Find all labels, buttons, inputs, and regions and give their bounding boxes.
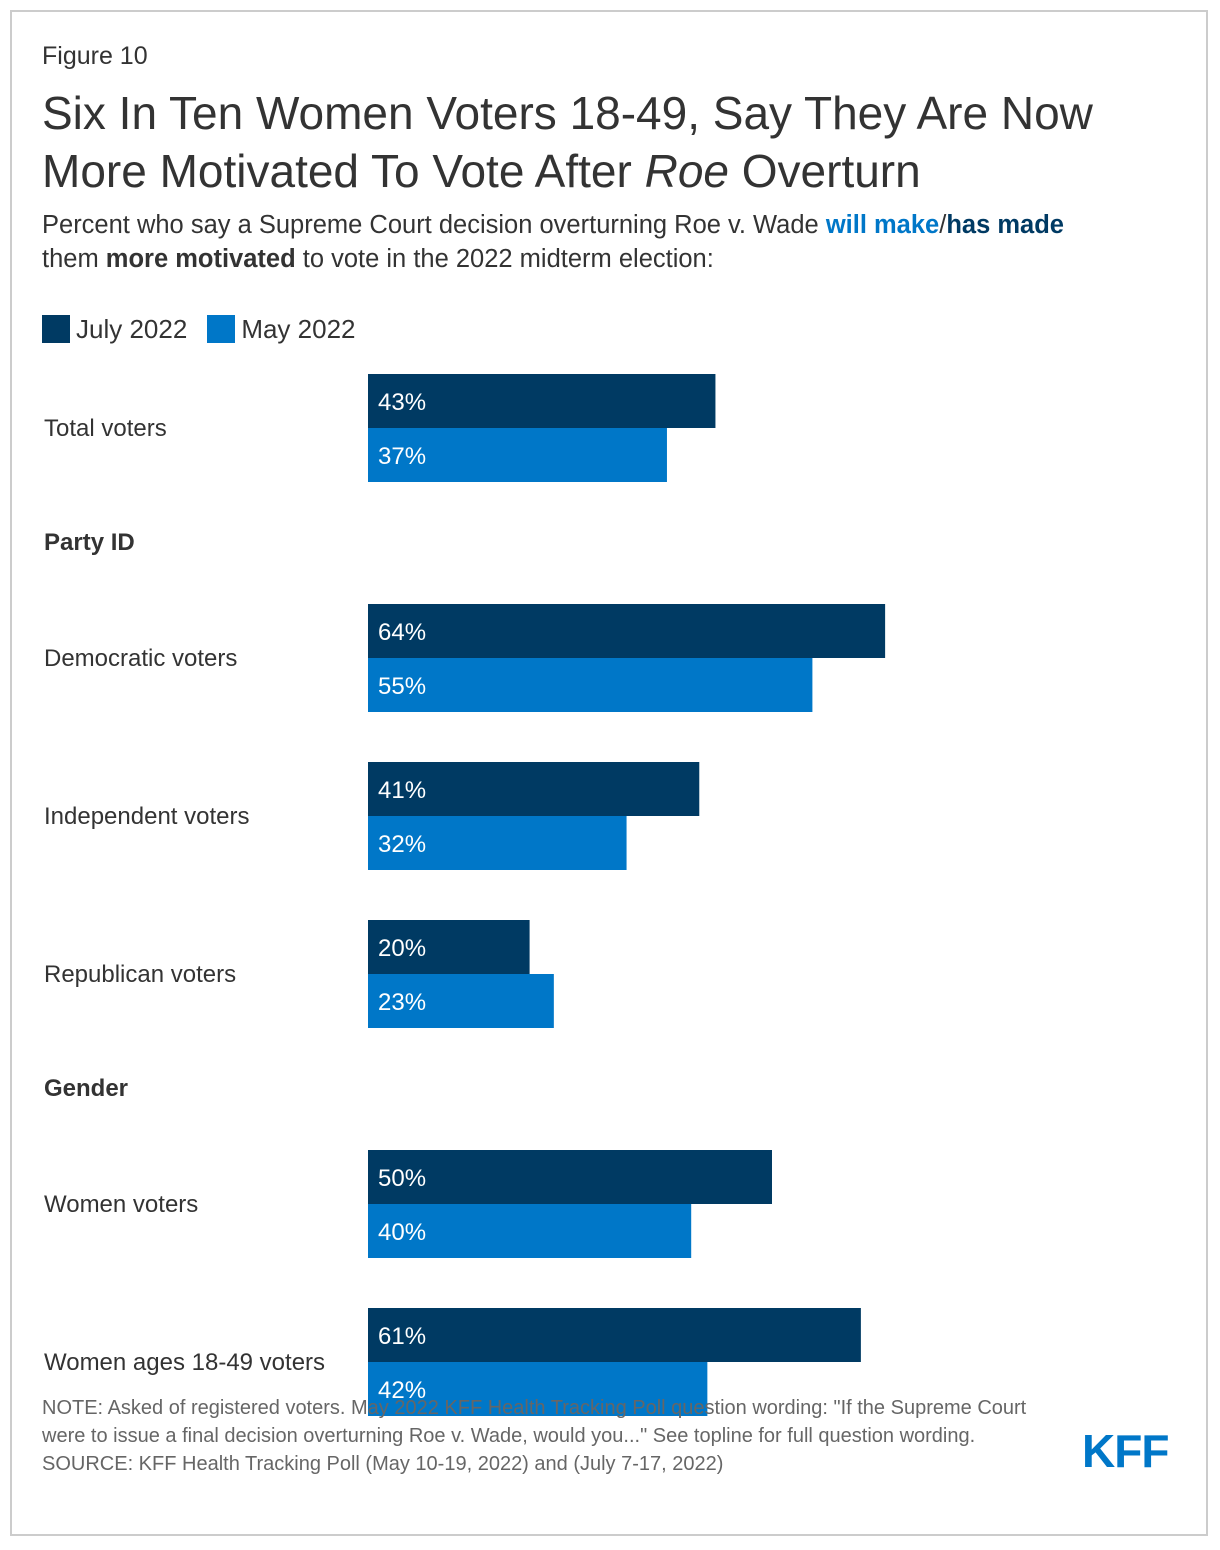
row-label-total-voters: Total voters — [44, 415, 167, 442]
row-label-democratic-voters: Democratic voters — [44, 645, 237, 672]
title-line-2-post: Overturn — [728, 145, 921, 197]
bar-may-women-ages-18-49-voters — [368, 1362, 708, 1416]
bar-july-republican-voters — [368, 920, 530, 974]
subtitle-more-motivated: more motivated — [105, 245, 296, 273]
bar-may-total-voters — [368, 428, 667, 482]
value-label-may-women-voters: 40% — [378, 1219, 426, 1246]
bar-july-independent-voters — [368, 762, 700, 816]
value-label-july-women-ages-18-49-voters: 61% — [378, 1323, 426, 1350]
note-text: NOTE: Asked of registered voters. May 20… — [42, 1397, 1027, 1447]
chart-title: Six In Ten Women Voters 18-49, Say They … — [42, 84, 1182, 200]
row-label-independent-voters: Independent voters — [44, 803, 250, 830]
title-roe-italic: Roe — [644, 145, 729, 197]
bar-july-democratic-voters — [368, 604, 886, 658]
legend-item-july: July 2022 — [42, 314, 187, 345]
figure-label: Figure 10 — [42, 42, 148, 70]
legend-label-july: July 2022 — [76, 313, 188, 344]
value-label-july-democratic-voters: 64% — [378, 619, 426, 646]
bar-july-total-voters — [368, 374, 716, 428]
row-label-women-voters: Women voters — [44, 1191, 198, 1218]
value-label-july-independent-voters: 41% — [378, 777, 426, 804]
kff-logo: KFF — [1082, 1425, 1169, 1477]
legend-swatch-july — [42, 315, 70, 343]
value-label-may-total-voters: 37% — [378, 443, 426, 470]
subtitle-part-3: to vote in the 2022 midterm election: — [295, 245, 714, 273]
bar-may-republican-voters — [368, 974, 554, 1028]
row-label-women-ages-18-49-voters: Women ages 18-49 voters — [44, 1349, 325, 1376]
subtitle-has-made: has made — [946, 211, 1064, 239]
footnote: NOTE: Asked of registered voters. May 20… — [42, 1394, 1072, 1478]
subtitle-slash: / — [939, 211, 947, 239]
value-label-may-democratic-voters: 55% — [378, 673, 426, 700]
group-heading-party-id: Party ID — [44, 529, 135, 556]
value-label-may-independent-voters: 32% — [378, 831, 426, 858]
value-label-may-republican-voters: 23% — [378, 989, 426, 1016]
chart-subtitle: Percent who say a Supreme Court decision… — [42, 211, 1064, 273]
legend-label-may: May 2022 — [241, 313, 356, 344]
value-label-july-women-voters: 50% — [378, 1165, 426, 1192]
value-label-may-women-ages-18-49-voters: 42% — [378, 1377, 426, 1404]
bar-may-independent-voters — [368, 816, 627, 870]
legend-item-may: May 2022 — [207, 313, 356, 345]
title-line-1: Six In Ten Women Voters 18-49, Say They … — [42, 87, 1093, 139]
subtitle-part-1: Percent who say a Supreme Court decision… — [42, 211, 826, 239]
title-line-2-pre: More Motivated To Vote After — [42, 145, 645, 197]
group-heading-gender: Gender — [44, 1075, 128, 1102]
bar-july-women-ages-18-49-voters — [368, 1308, 861, 1362]
value-label-july-total-voters: 43% — [378, 389, 426, 416]
source-text: SOURCE: KFF Health Tracking Poll (May 10… — [42, 1453, 724, 1475]
value-label-july-republican-voters: 20% — [378, 935, 426, 962]
legend: July 2022 May 2022 — [42, 312, 376, 346]
bar-may-women-voters — [368, 1204, 692, 1258]
bar-may-democratic-voters — [368, 658, 813, 712]
legend-swatch-may — [207, 315, 236, 343]
subtitle-will-make: will make — [825, 211, 940, 239]
row-label-republican-voters: Republican voters — [44, 961, 236, 988]
bar-july-women-voters — [368, 1150, 772, 1204]
